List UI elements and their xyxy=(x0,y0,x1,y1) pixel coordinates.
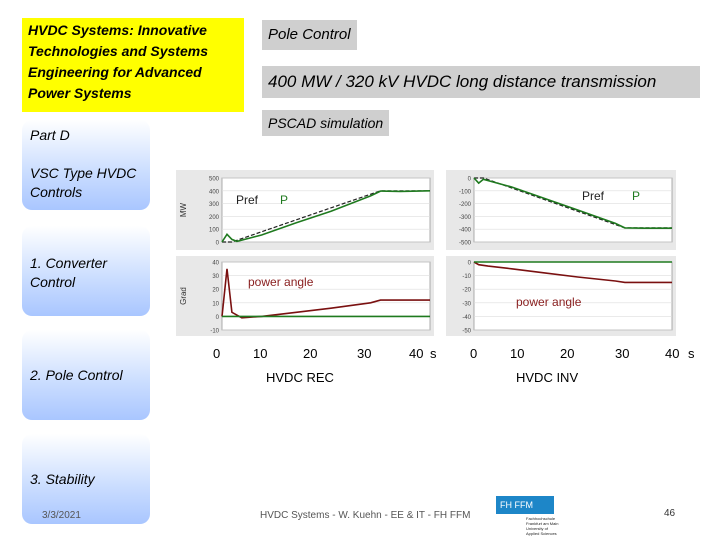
rec-xtick: 10 xyxy=(253,346,268,361)
legend-label: P xyxy=(280,193,288,207)
y-tick-label: 0 xyxy=(216,315,220,321)
y-tick-label: 100 xyxy=(209,228,220,234)
series-line-power-angle xyxy=(221,268,430,319)
plot-area xyxy=(221,261,431,331)
logo-line: Fachhochschule xyxy=(526,516,556,521)
rec-angle-chart: 40 30 20 10 0 -10 Grad power angle xyxy=(176,256,434,336)
rec-xtick: 30 xyxy=(357,346,372,361)
inv-power-chart: 0 -100 -200 -300 -400 -500 Pref P xyxy=(446,170,676,250)
y-tick-label: 400 xyxy=(209,189,220,195)
logo-line: University of xyxy=(526,526,549,531)
y-tick-label: 200 xyxy=(209,215,220,221)
sidebar-item-stability[interactable]: 3. Stability xyxy=(22,434,150,524)
inv-xtick: 10 xyxy=(510,346,525,361)
slide-title: HVDC Systems: Innovative Technologies an… xyxy=(22,18,244,112)
inv-xtick: 30 xyxy=(615,346,630,361)
y-tick-label: -500 xyxy=(459,241,472,247)
y-tick-label: 20 xyxy=(212,288,219,294)
logo-line: Applied Sciences xyxy=(526,531,557,536)
pscad-label: PSCAD simulation xyxy=(262,110,390,136)
inv-angle-chart: 0 -10 -20 -30 -40 -50 power angle xyxy=(446,256,676,336)
fh-ffm-logo: FH FFM Fachhochschule Frankfurt am Main … xyxy=(496,496,592,540)
y-axis-label: MW xyxy=(179,202,188,217)
sidebar-part-d-label: Part D VSC Type HVDC Controls xyxy=(30,127,137,200)
sidebar-stability-label: 3. Stability xyxy=(30,471,95,487)
sidebar-item-part-d[interactable]: Part D VSC Type HVDC Controls xyxy=(22,120,150,210)
sidebar-item-converter-control[interactable]: 1. Converter Control xyxy=(22,226,150,316)
series-line-p xyxy=(221,190,431,243)
rec-power-chart: 500 400 300 200 100 0 MW Pref P xyxy=(176,170,434,250)
y-tick-label: -30 xyxy=(462,301,471,307)
logo-line: Frankfurt am Main xyxy=(526,521,559,526)
annotation-label: power angle xyxy=(248,275,314,289)
transmission-subtitle: 400 MW / 320 kV HVDC long distance trans… xyxy=(262,66,700,98)
series-line-power-angle xyxy=(473,261,672,284)
y-tick-label: -20 xyxy=(462,288,471,294)
sidebar-converter-label: 1. Converter Control xyxy=(30,255,108,290)
inv-xtick: 40 xyxy=(665,346,680,361)
y-tick-label: 0 xyxy=(216,241,220,247)
plot-area xyxy=(473,261,673,331)
pole-control-label: Pole Control xyxy=(262,20,357,50)
y-tick-label: -50 xyxy=(462,329,471,335)
legend-label: Pref xyxy=(582,189,605,203)
y-tick-label: -400 xyxy=(459,228,472,234)
footer-date: 3/3/2021 xyxy=(42,510,81,521)
inv-x-title: HVDC INV xyxy=(516,370,579,385)
rec-xtick: 20 xyxy=(303,346,318,361)
y-tick-label: -100 xyxy=(459,189,472,195)
sidebar-item-pole-control[interactable]: 2. Pole Control xyxy=(22,330,150,420)
y-tick-label: 500 xyxy=(209,177,220,183)
footer-center: HVDC Systems - W. Kuehn - EE & IT - FH F… xyxy=(260,510,471,521)
page-number: 46 xyxy=(664,508,676,519)
y-tick-label: -10 xyxy=(462,274,471,280)
y-tick-label: 0 xyxy=(468,261,472,267)
inv-xtick: 20 xyxy=(560,346,575,361)
y-tick-label: 40 xyxy=(212,261,219,267)
legend-label: P xyxy=(632,189,640,203)
sidebar-pole-label: 2. Pole Control xyxy=(30,367,123,383)
rec-xtick: 40 xyxy=(409,346,424,361)
y-tick-label: 10 xyxy=(212,301,219,307)
y-tick-label: -40 xyxy=(462,315,471,321)
rec-x-title: HVDC REC xyxy=(266,370,334,385)
y-tick-label: 0 xyxy=(468,177,472,183)
series-line-p xyxy=(473,177,672,230)
rec-x-unit: s xyxy=(430,346,437,361)
inv-xtick: 0 xyxy=(470,346,478,361)
y-tick-label: -300 xyxy=(459,215,472,221)
y-tick-label: -10 xyxy=(210,329,219,335)
y-tick-label: 30 xyxy=(212,274,219,280)
rec-xtick: 0 xyxy=(213,346,221,361)
legend-label: Pref xyxy=(236,193,259,207)
inv-x-unit: s xyxy=(688,346,695,361)
logo-badge: FH FFM xyxy=(496,496,554,514)
y-axis-label: Grad xyxy=(179,287,188,305)
y-tick-label: -200 xyxy=(459,202,472,208)
annotation-label: power angle xyxy=(516,295,582,309)
y-tick-label: 300 xyxy=(209,202,220,208)
